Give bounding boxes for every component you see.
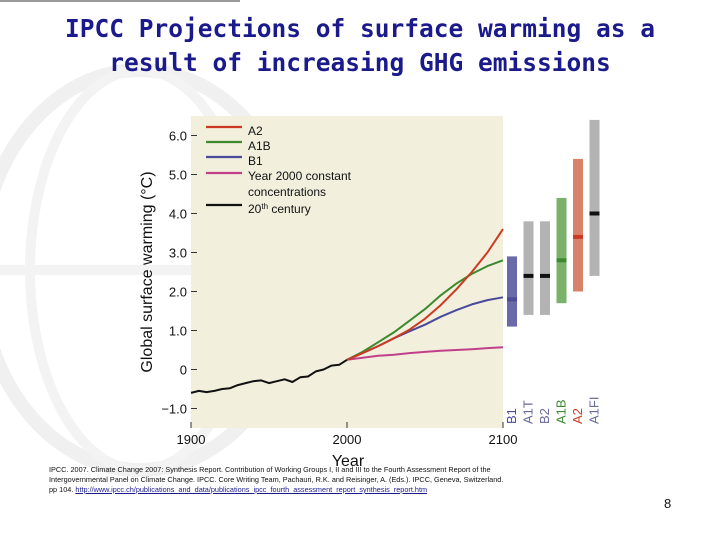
x-tick-label: 2100 — [489, 432, 518, 447]
x-tick-label: 2000 — [333, 432, 362, 447]
citation-line-2: Intergovernmental Panel on Climate Chang… — [49, 475, 504, 484]
range-bar-best-B1 — [507, 297, 517, 302]
y-axis-ticks: 6.0 5.0 4.0 3.0 2.0 1.0 0 −1.0 — [161, 129, 197, 417]
range-bar-A1T — [523, 221, 534, 315]
y-axis-label: Global surface warming (°C) — [139, 171, 156, 372]
legend-label-4: concentrations — [248, 185, 326, 199]
range-bar-A1B — [556, 197, 567, 304]
legend-label-2: B1 — [248, 154, 263, 168]
y-tick-label: −1.0 — [161, 402, 187, 417]
legend-label-5: 20th century — [248, 202, 311, 217]
series-line-1 — [346, 259, 504, 361]
page-number: 8 — [664, 496, 672, 511]
range-bar-label-A1FI: A1FI — [587, 397, 602, 424]
y-tick-label: 2.0 — [169, 285, 187, 300]
range-bar-B1 — [507, 256, 517, 327]
x-axis-ticks: 1900 2000 2100 — [177, 422, 518, 447]
series-lines — [190, 228, 504, 394]
range-bar-B2 — [540, 221, 550, 315]
slide-title-line-1: IPCC Projections of surface warming as a — [64, 14, 655, 43]
range-bar-label-B2: B2 — [537, 408, 552, 424]
series-line-0 — [346, 228, 504, 361]
series-line-4 — [190, 358, 348, 394]
chart-plot-area — [191, 116, 503, 428]
y-tick-label: 0 — [180, 363, 187, 378]
range-bar-A1FI — [589, 119, 600, 276]
range-bar-label-A1T: A1T — [521, 400, 536, 424]
legend-label-0: A2 — [248, 124, 263, 138]
citation-line-3: pp 104. http://www.ipcc.ch/publications_… — [49, 485, 649, 495]
citation-link[interactable]: http://www.ipcc.ch/publications_and_data… — [75, 485, 428, 494]
y-tick-label: 6.0 — [169, 129, 187, 144]
top-rule — [0, 0, 240, 2]
range-bar-best-A1FI — [589, 211, 600, 216]
legend-label-3: Year 2000 constant — [248, 169, 352, 183]
x-axis-label: Year — [332, 453, 365, 468]
slide-title: IPCC Projections of surface warming as a… — [0, 12, 720, 80]
y-tick-label: 4.0 — [169, 207, 187, 222]
range-bar-label-A1B: A1B — [554, 399, 569, 424]
x-tick-label: 1900 — [177, 432, 206, 447]
range-bar-best-B2 — [540, 273, 550, 278]
y-tick-label: 3.0 — [169, 246, 187, 261]
citation-line-1: IPCC. 2007. Climate Change 2007: Synthes… — [49, 465, 491, 474]
range-bar-best-A1B — [556, 258, 567, 263]
y-tick-label: 5.0 — [169, 168, 187, 183]
range-bar-best-A2 — [573, 234, 583, 239]
range-bar-label-B1: B1 — [504, 408, 519, 424]
range-bar-label-A2: A2 — [570, 408, 585, 424]
legend-label-1: A1B — [248, 139, 271, 153]
y-tick-label: 1.0 — [169, 324, 187, 339]
citation-pages: pp 104. — [49, 485, 74, 494]
series-line-3 — [346, 346, 504, 361]
range-bar-best-A1T — [523, 273, 534, 278]
slide-title-line-2: result of increasing GHG emissions — [109, 48, 611, 77]
warming-projection-chart: 6.05.04.03.02.01.00−1.0 1900 2000 2100 B1 A… — [139, 116, 602, 468]
range-bars: B1 A1T B2 A1B A2 A1FI — [504, 119, 602, 424]
citation: IPCC. 2007. Climate Change 2007: Synthes… — [49, 465, 649, 495]
range-bar-A2 — [573, 158, 583, 292]
